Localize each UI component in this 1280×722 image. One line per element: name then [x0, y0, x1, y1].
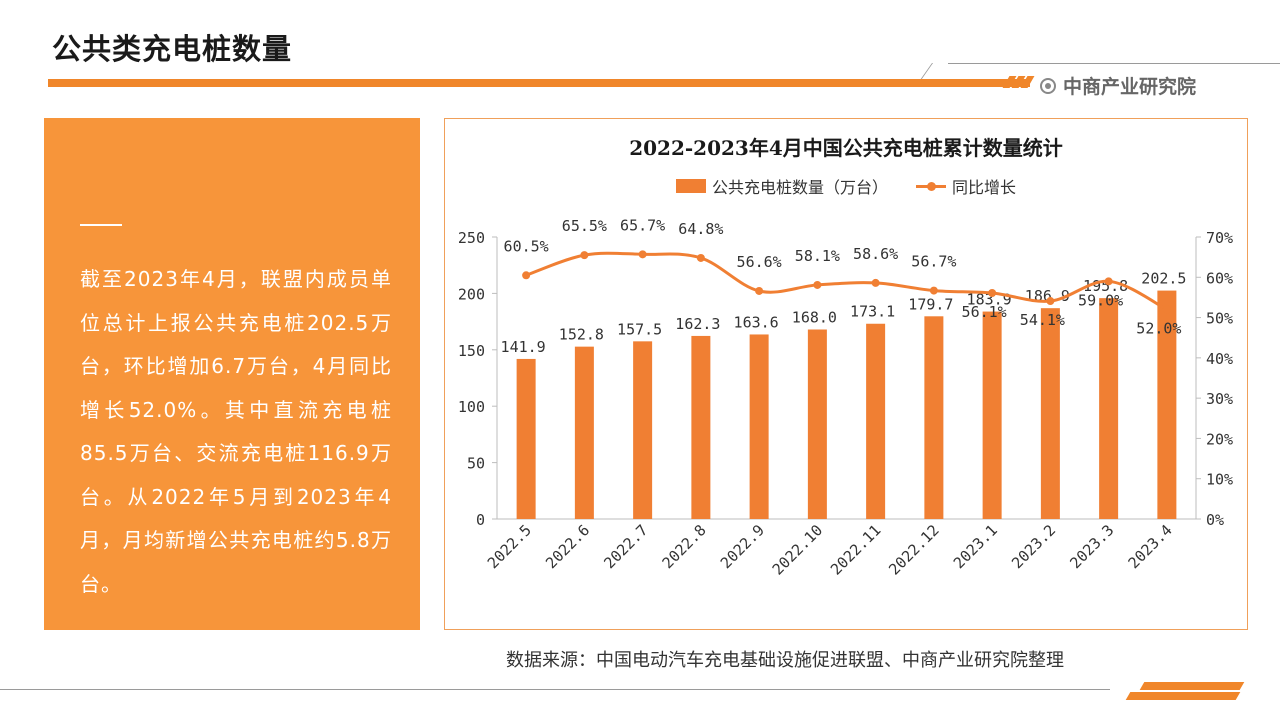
y-right-tick-label: 10% [1206, 471, 1233, 489]
bar [516, 358, 536, 519]
y-right-tick-label: 60% [1206, 269, 1233, 287]
header-accent-bar [48, 79, 1030, 87]
y-right-tick-label: 50% [1206, 310, 1233, 328]
growth-point [755, 286, 764, 295]
x-tick-label: 2022.9 [717, 521, 768, 572]
growth-value-label: 59.0% [1078, 291, 1123, 309]
legend-bar-swatch [675, 179, 706, 193]
y-right-tick-label: 20% [1206, 430, 1233, 448]
growth-point [929, 286, 938, 295]
summary-panel: 截至2023年4月，联盟内成员单位总计上报公共充电桩202.5万台，环比增加6.… [44, 118, 420, 630]
legend-item-line: 同比增长 [916, 174, 1016, 198]
growth-point [638, 250, 647, 259]
y-left-tick-label: 0 [476, 511, 485, 529]
brand-name: 中商产业研究院 [1063, 76, 1197, 98]
bar-value-label: 173.1 [850, 303, 895, 321]
bar [982, 311, 1002, 519]
growth-value-label: 65.7% [620, 216, 665, 234]
growth-point [1104, 277, 1113, 286]
growth-value-label: 58.6% [853, 245, 898, 263]
bar [691, 335, 711, 519]
y-left-tick-label: 250 [458, 229, 485, 247]
x-tick-label: 2022.7 [600, 521, 651, 572]
x-tick-label: 2022.5 [484, 521, 535, 572]
brand: 中商产业研究院 [1040, 72, 1196, 99]
bar [633, 341, 653, 519]
source-note: 数据来源：中国电动汽车充电基础设施促进联盟、中商产业研究院整理 [506, 650, 1064, 671]
legend-bar-label: 公共充电桩数量（万台） [711, 178, 888, 197]
growth-line [525, 251, 1168, 311]
bar [1040, 308, 1060, 519]
growth-value-label: 54.1% [1020, 311, 1065, 329]
x-tick-label: 2022.12 [885, 521, 942, 578]
y-right-tick-label: 70% [1206, 229, 1233, 247]
growth-point [813, 280, 822, 289]
y-left-tick-label: 200 [458, 285, 485, 303]
growth-point [871, 278, 880, 287]
x-tick-label: 2023.4 [1125, 521, 1176, 572]
legend-line-label: 同比增长 [952, 178, 1017, 197]
bar-value-label: 162.3 [675, 315, 720, 333]
brand-logo-icon [1040, 77, 1056, 94]
growth-value-label: 56.6% [737, 253, 782, 271]
growth-value-label: 64.8% [678, 220, 723, 238]
growth-value-label: 56.1% [962, 303, 1007, 321]
x-tick-label: 2023.2 [1008, 521, 1059, 572]
bar-value-label: 152.8 [559, 326, 604, 344]
y-left-tick-label: 100 [458, 398, 485, 416]
summary-text: 截至2023年4月，联盟内成员单位总计上报公共充电桩202.5万台，环比增加6.… [80, 267, 392, 596]
growth-value-label: 58.1% [795, 247, 840, 265]
x-tick-label: 2023.1 [950, 521, 1001, 572]
growth-point [522, 271, 531, 280]
legend-line-swatch [916, 179, 946, 193]
y-left-tick-label: 50 [467, 455, 485, 473]
bar [749, 334, 769, 519]
header-stripes [1002, 76, 1035, 88]
bar [1099, 298, 1119, 519]
bar-value-label: 157.5 [617, 320, 662, 338]
growth-point [988, 288, 997, 297]
bar [807, 329, 827, 519]
x-tick-label: 2022.8 [659, 521, 710, 572]
x-tick-label: 2022.10 [769, 521, 826, 578]
x-tick-label: 2022.6 [542, 521, 593, 572]
growth-point [696, 253, 705, 262]
footer-stripes [1108, 680, 1248, 702]
growth-value-label: 52.0% [1136, 320, 1181, 338]
y-right-tick-label: 30% [1206, 390, 1233, 408]
bar [924, 316, 944, 519]
growth-point [580, 251, 589, 260]
growth-value-label: 56.7% [911, 253, 956, 271]
page-title: 公共类充电桩数量 [52, 32, 293, 66]
bar [574, 346, 594, 519]
bar-value-label: 163.6 [734, 313, 779, 331]
summary-divider [80, 224, 122, 226]
chart-panel: 2022-2023年4月中国公共充电桩累计数量统计 公共充电桩数量（万台） 同比… [444, 118, 1248, 630]
chart-legend: 公共充电桩数量（万台） 同比增长 [445, 174, 1247, 198]
legend-item-bar: 公共充电桩数量（万台） [675, 174, 888, 198]
header-rule [948, 63, 1280, 64]
bar [866, 323, 886, 519]
growth-value-label: 65.5% [562, 217, 607, 235]
bar-value-label: 202.5 [1141, 270, 1186, 288]
y-right-tick-label: 0% [1206, 511, 1224, 529]
bar-value-label: 168.0 [792, 308, 837, 326]
growth-point [1046, 297, 1055, 306]
x-tick-label: 2023.3 [1066, 521, 1117, 572]
chart-title: 2022-2023年4月中国公共充电桩累计数量统计 [629, 136, 1063, 160]
growth-point [1162, 305, 1171, 314]
bar-value-label: 141.9 [501, 338, 546, 356]
growth-value-label: 60.5% [504, 237, 549, 255]
footer-rule [0, 689, 1110, 690]
chart-plot: 0 50 100 150 200 250 0% 10% 20% 30% 40% 50% 60% 70% 14… [458, 216, 1233, 578]
y-left-tick-label: 150 [458, 342, 485, 360]
x-tick-label: 2022.11 [827, 521, 884, 578]
bar-value-label: 179.7 [908, 295, 953, 313]
y-right-tick-label: 40% [1206, 350, 1233, 368]
bar [1157, 290, 1177, 519]
